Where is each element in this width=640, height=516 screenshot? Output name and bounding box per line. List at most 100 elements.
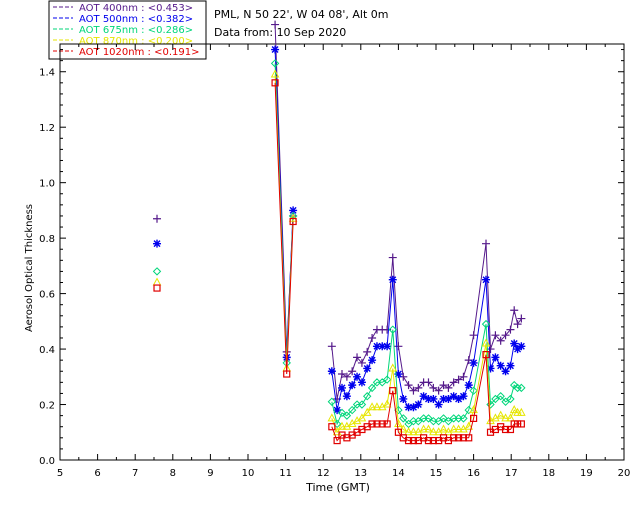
- data-point: [424, 424, 433, 433]
- series-layer: [152, 20, 526, 445]
- data-point: [327, 367, 336, 376]
- data-point: [357, 378, 366, 387]
- x-tick-label: 9: [207, 468, 213, 479]
- x-tick-label: 15: [430, 468, 443, 479]
- data-point: [333, 436, 341, 445]
- series-line: [274, 82, 522, 442]
- x-axis-label: Time (GMT): [305, 481, 370, 494]
- data-point: [506, 413, 515, 422]
- data-point: [271, 45, 280, 54]
- data-point: [152, 267, 162, 276]
- data-point: [348, 367, 357, 376]
- data-point: [394, 370, 403, 379]
- data-point: [429, 394, 438, 403]
- series-2: [152, 59, 526, 429]
- data-point: [271, 20, 280, 29]
- data-point: [378, 342, 387, 351]
- data-point: [271, 79, 279, 87]
- data-point: [409, 436, 418, 445]
- data-point: [459, 434, 468, 442]
- data-point: [363, 347, 372, 356]
- data-point: [469, 331, 478, 340]
- data-point: [367, 383, 377, 393]
- data-point: [353, 353, 362, 362]
- data-point: [372, 342, 381, 351]
- x-tick-label: 10: [242, 468, 255, 479]
- data-point: [342, 372, 351, 381]
- y-tick-label: 0.6: [39, 290, 55, 301]
- data-point: [389, 387, 397, 395]
- data-point: [482, 351, 490, 359]
- data-point: [347, 405, 357, 415]
- x-tick-label: 14: [392, 468, 405, 479]
- data-point: [333, 406, 342, 415]
- data-point: [517, 314, 526, 323]
- x-tick-label: 16: [467, 468, 480, 479]
- data-point: [388, 275, 397, 284]
- data-point: [459, 392, 468, 401]
- site-info: PML, N 50 22', W 04 08', Alt 0m: [214, 8, 388, 21]
- data-point: [388, 363, 398, 372]
- data-point: [409, 427, 418, 436]
- data-point: [368, 333, 377, 342]
- data-point: [404, 403, 413, 412]
- data-point: [482, 275, 491, 284]
- data-point: [399, 414, 408, 423]
- data-point: [496, 410, 506, 419]
- x-tick-label: 5: [57, 468, 63, 479]
- data-point: [469, 358, 478, 367]
- data-point: [424, 378, 433, 387]
- y-tick-label: 1.0: [39, 179, 55, 190]
- x-tick-label: 7: [132, 468, 138, 479]
- data-point: [289, 206, 298, 215]
- data-point: [388, 325, 397, 334]
- data-point: [496, 336, 505, 345]
- data-point: [152, 277, 162, 286]
- data-point: [399, 394, 408, 403]
- data-point: [470, 414, 478, 422]
- data-point: [434, 400, 443, 409]
- plot-border: [59, 43, 625, 461]
- x-tick-label: 20: [618, 468, 631, 479]
- y-axis: 0.0 0.2 0.4 0.6 0.8 1.0 1.2 1.4: [39, 49, 624, 467]
- data-point: [450, 434, 458, 442]
- data-point: [429, 383, 438, 392]
- data-point: [367, 402, 377, 411]
- data-point: [362, 407, 372, 416]
- data-point: [404, 436, 413, 445]
- data-point: [513, 420, 522, 428]
- y-tick-label: 0.0: [39, 456, 55, 467]
- data-point: [517, 420, 525, 428]
- data-point: [270, 59, 280, 68]
- data-point: [517, 383, 526, 393]
- y-tick-label: 0.4: [39, 345, 55, 356]
- data-point: [419, 392, 428, 401]
- data-point: [270, 69, 280, 78]
- data-point: [394, 418, 403, 427]
- data-point: [409, 386, 418, 395]
- data-point: [496, 361, 505, 370]
- data-point: [424, 394, 433, 403]
- data-point: [424, 414, 433, 423]
- data-point: [439, 414, 448, 423]
- legend: AOT 400nm : <0.453>AOT 500nm : <0.382>AO…: [48, 0, 207, 60]
- data-point: [501, 413, 510, 422]
- data-point: [444, 416, 453, 426]
- data-point: [153, 284, 161, 292]
- data-point: [327, 413, 337, 422]
- data-point: [388, 253, 397, 262]
- data-point: [342, 392, 351, 401]
- data-point: [449, 392, 458, 401]
- series-3: [152, 69, 526, 436]
- data-point: [464, 421, 474, 430]
- data-point: [439, 394, 448, 403]
- legend-frame: [48, 0, 207, 60]
- data-point: [414, 400, 423, 409]
- y-tick-label: 0.8: [39, 234, 55, 245]
- data-point: [368, 356, 377, 365]
- data-point: [501, 331, 510, 340]
- data-point: [414, 416, 423, 426]
- data-point: [338, 370, 346, 379]
